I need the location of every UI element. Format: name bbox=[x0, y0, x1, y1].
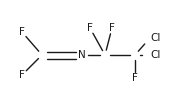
Text: Cl: Cl bbox=[150, 33, 160, 43]
Text: N: N bbox=[78, 50, 86, 60]
Text: F: F bbox=[87, 23, 93, 33]
Text: F: F bbox=[109, 23, 115, 33]
Text: F: F bbox=[19, 70, 25, 80]
Text: Cl: Cl bbox=[150, 50, 160, 60]
Text: F: F bbox=[19, 27, 25, 37]
Text: F: F bbox=[132, 73, 138, 83]
